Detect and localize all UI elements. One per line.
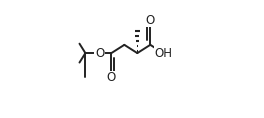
Text: O: O — [107, 71, 116, 84]
Text: O: O — [146, 14, 155, 27]
Text: O: O — [95, 47, 104, 60]
Text: OH: OH — [154, 47, 172, 60]
